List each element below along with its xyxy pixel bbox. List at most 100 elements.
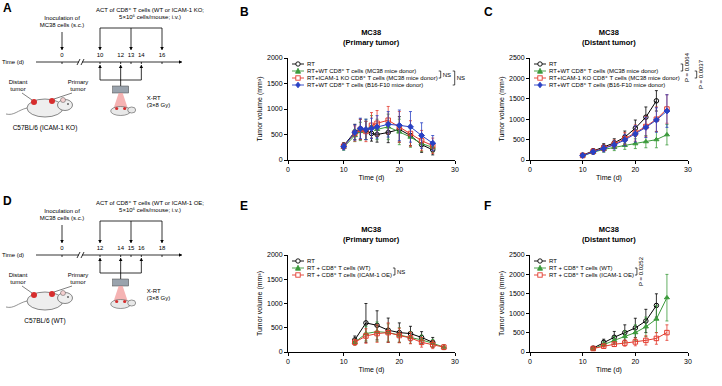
svg-text:500: 500 (271, 324, 283, 331)
svg-text:RT+WT CD8⁺ T cells (B16-F10 mi: RT+WT CD8⁺ T cells (B16-F10 mice donor) (307, 82, 423, 88)
svg-text:Time (d): Time (d) (2, 59, 24, 65)
svg-text:MC38(Primary tumor): MC38(Primary tumor) (343, 28, 400, 47)
svg-text:Time (d): Time (d) (359, 366, 385, 374)
svg-text:Tumor volume (mm³): Tumor volume (mm³) (498, 76, 506, 141)
svg-text:C57BL/6 (ICAM-1 KO): C57BL/6 (ICAM-1 KO) (13, 124, 78, 132)
svg-text:MC38(Distant tumor): MC38(Distant tumor) (582, 28, 636, 47)
svg-text:1000: 1000 (267, 105, 283, 112)
svg-text:ACT of CD8⁺ T cells (WT or ICA: ACT of CD8⁺ T cells (WT or ICAM-1 KO; (96, 7, 204, 13)
svg-text:0: 0 (528, 358, 532, 365)
svg-text:5×10⁶ cells/mouse; i.v.): 5×10⁶ cells/mouse; i.v.) (119, 207, 181, 213)
svg-text:X-RT: X-RT (147, 95, 161, 101)
svg-text:X-RT: X-RT (147, 288, 161, 294)
svg-text:30: 30 (451, 358, 459, 365)
svg-text:P = 0.0252: P = 0.0252 (638, 256, 644, 286)
svg-text:1000: 1000 (509, 116, 525, 123)
svg-text:15: 15 (128, 245, 135, 251)
svg-text:12: 12 (97, 245, 104, 251)
svg-text:10: 10 (340, 166, 348, 173)
svg-text:RT + CD8⁺ T cells (ICAM-1 OE): RT + CD8⁺ T cells (ICAM-1 OE) (307, 272, 392, 278)
svg-text:0: 0 (521, 156, 525, 163)
svg-text:500: 500 (513, 136, 525, 143)
svg-text:NS: NS (397, 269, 405, 275)
svg-text:10: 10 (97, 52, 104, 58)
svg-text:RT: RT (549, 61, 557, 67)
svg-text:RT + CD8⁺ T cells (WT): RT + CD8⁺ T cells (WT) (549, 265, 613, 271)
svg-text:MC38 cells (s.c.): MC38 cells (s.c.) (40, 215, 85, 221)
svg-text:2000: 2000 (267, 54, 283, 61)
svg-text:16: 16 (138, 245, 145, 251)
svg-text:1500: 1500 (267, 276, 283, 283)
svg-text:MC38(Distant tumor): MC38(Distant tumor) (582, 225, 636, 244)
svg-text:Primary: Primary (68, 272, 89, 278)
svg-text:RT: RT (549, 258, 557, 264)
svg-text:Inoculation of: Inoculation of (44, 15, 80, 21)
svg-text:2000: 2000 (509, 271, 525, 278)
svg-text:0: 0 (60, 52, 64, 58)
svg-text:RT: RT (307, 61, 315, 67)
svg-text:500: 500 (271, 131, 283, 138)
svg-text:Distant: Distant (9, 272, 28, 278)
svg-text:tumor: tumor (70, 86, 85, 92)
svg-text:20: 20 (631, 358, 639, 365)
svg-text:Tumor volume (mm³): Tumor volume (mm³) (256, 76, 264, 141)
svg-text:RT+ICAM-1 KO CD8⁺ T cells (MC3: RT+ICAM-1 KO CD8⁺ T cells (MC38 mice don… (307, 75, 438, 81)
svg-text:1500: 1500 (509, 290, 525, 297)
svg-text:(3×8 Gy): (3×8 Gy) (147, 102, 171, 108)
svg-text:2500: 2500 (509, 251, 525, 258)
svg-text:20: 20 (395, 358, 403, 365)
svg-text:10: 10 (579, 358, 587, 365)
svg-text:C: C (484, 5, 493, 19)
svg-text:1000: 1000 (267, 300, 283, 307)
svg-text:tumor: tumor (70, 279, 85, 285)
svg-text:2000: 2000 (509, 75, 525, 82)
svg-text:(3×8 Gy): (3×8 Gy) (147, 295, 171, 301)
svg-text:12: 12 (117, 52, 124, 58)
svg-text:14: 14 (117, 245, 124, 251)
svg-text:P = 0.0064: P = 0.0064 (684, 52, 690, 82)
svg-text:2500: 2500 (509, 54, 525, 61)
svg-text:Tumor volume (mm³): Tumor volume (mm³) (256, 271, 264, 336)
svg-text:RT+ICAM-1 KO CD8⁺ T cells (MC3: RT+ICAM-1 KO CD8⁺ T cells (MC38 mice don… (549, 75, 680, 81)
svg-text:MC38(Primary tumor): MC38(Primary tumor) (343, 225, 400, 244)
svg-text:20: 20 (395, 166, 403, 173)
svg-text:Inoculation of: Inoculation of (44, 208, 80, 214)
svg-text:13: 13 (128, 52, 135, 58)
svg-text:E: E (240, 199, 248, 213)
svg-text:5×10⁶ cells/mouse; i.v.): 5×10⁶ cells/mouse; i.v.) (119, 14, 181, 20)
svg-text:0: 0 (60, 245, 64, 251)
svg-text:RT+WT CD8⁺ T cells (B16-F10 mi: RT+WT CD8⁺ T cells (B16-F10 mice donor) (549, 82, 665, 88)
svg-text:0: 0 (521, 348, 525, 355)
svg-text:0: 0 (286, 166, 290, 173)
svg-text:18: 18 (159, 245, 166, 251)
svg-text:Distant: Distant (9, 79, 28, 85)
svg-text:10: 10 (579, 166, 587, 173)
svg-text:RT+WT CD8⁺ T cells (MC38 mice: RT+WT CD8⁺ T cells (MC38 mice donor) (549, 68, 658, 74)
svg-text:B: B (240, 5, 249, 19)
svg-text:tumor: tumor (10, 86, 25, 92)
svg-text:MC38 cells (s.c.): MC38 cells (s.c.) (40, 22, 85, 28)
svg-text:1500: 1500 (509, 95, 525, 102)
svg-text:NS: NS (457, 75, 465, 81)
svg-text:20: 20 (631, 166, 639, 173)
svg-text:ACT of CD8⁺ T cells (WT or ICA: ACT of CD8⁺ T cells (WT or ICAM-1 OE; (96, 200, 204, 206)
svg-text:Primary: Primary (68, 79, 89, 85)
svg-text:F: F (484, 199, 491, 213)
svg-text:500: 500 (513, 329, 525, 336)
svg-text:RT + CD8⁺ T cells (WT): RT + CD8⁺ T cells (WT) (307, 265, 371, 271)
svg-text:RT: RT (307, 258, 315, 264)
svg-text:30: 30 (451, 166, 459, 173)
svg-text:0: 0 (279, 156, 283, 163)
svg-text:Time (d): Time (d) (596, 174, 622, 182)
svg-text:0: 0 (528, 166, 532, 173)
svg-text:30: 30 (684, 166, 692, 173)
svg-text:D: D (3, 194, 12, 208)
svg-text:C57BL/6 (WT): C57BL/6 (WT) (24, 317, 66, 325)
svg-text:Time (d): Time (d) (596, 366, 622, 374)
svg-text:1500: 1500 (267, 80, 283, 87)
svg-text:Time (d): Time (d) (359, 174, 385, 182)
svg-text:Tumor volume (mm³): Tumor volume (mm³) (498, 271, 506, 336)
svg-text:16: 16 (159, 52, 166, 58)
svg-text:0: 0 (286, 358, 290, 365)
svg-text:0: 0 (279, 348, 283, 355)
